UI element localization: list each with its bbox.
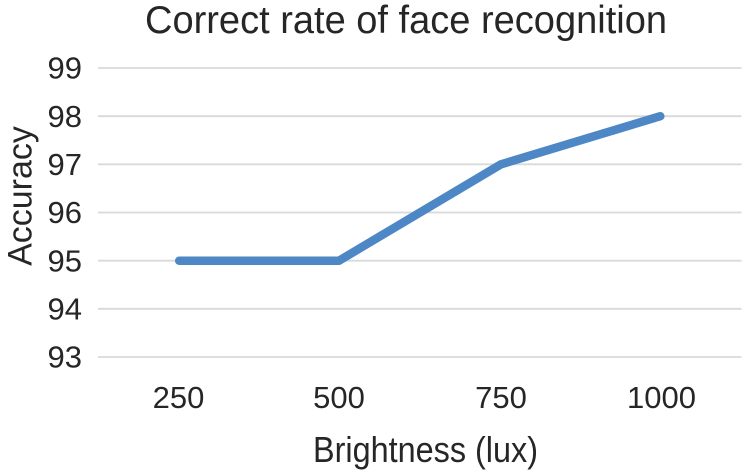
- svg-text:500: 500: [313, 380, 365, 415]
- svg-text:1000: 1000: [627, 380, 696, 415]
- svg-text:94: 94: [48, 292, 82, 327]
- svg-text:98: 98: [48, 99, 82, 134]
- svg-text:96: 96: [48, 195, 82, 230]
- svg-text:750: 750: [475, 380, 527, 415]
- svg-text:Accuracy: Accuracy: [2, 126, 40, 266]
- svg-text:97: 97: [48, 147, 82, 182]
- svg-text:Correct rate of face recogniti: Correct rate of face recognition: [145, 0, 667, 42]
- svg-text:Brightness (lux): Brightness (lux): [313, 429, 538, 470]
- svg-text:93: 93: [48, 340, 82, 375]
- svg-text:99: 99: [48, 51, 82, 86]
- svg-text:95: 95: [48, 243, 82, 278]
- svg-text:250: 250: [153, 380, 205, 415]
